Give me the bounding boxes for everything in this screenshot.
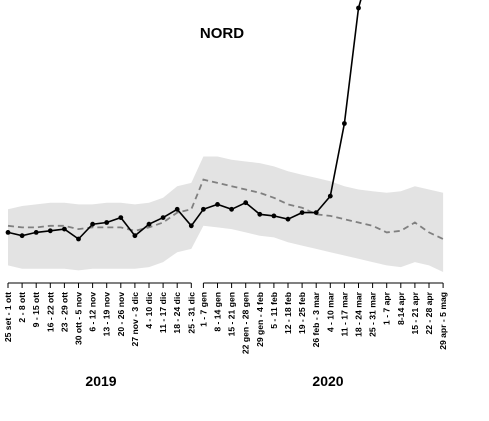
observed-point	[174, 206, 180, 212]
x-tick-label: 30 ott - 5 nov	[74, 292, 84, 345]
x-tick-label: 25 - 31 dic	[186, 292, 196, 334]
observed-point	[188, 223, 194, 229]
x-tick-label: 13 - 19 nov	[102, 292, 112, 337]
observed-point	[201, 206, 206, 212]
observed-point	[243, 200, 249, 206]
x-tick-label: 22 gen - 28 gen	[241, 292, 251, 354]
x-tick-label: 12 - 18 feb	[283, 292, 293, 334]
observed-point	[5, 230, 11, 235]
x-tick-label: 4 - 10 mar	[325, 291, 335, 332]
observed-point	[160, 215, 166, 221]
observed-point	[19, 233, 25, 239]
confidence-band	[8, 156, 444, 272]
observed-point	[146, 221, 152, 227]
x-tick-label: 1 - 7 gen	[198, 292, 208, 327]
x-tick-label: 27 nov - 3 dic	[130, 292, 140, 347]
x-tick-label: 1 - 7 apr	[382, 291, 392, 325]
observed-point	[104, 220, 110, 225]
observed-point	[342, 121, 347, 126]
x-tick-label: 19 - 25 feb	[297, 292, 307, 334]
observed-line	[7, 0, 362, 241]
x-tick-label: 29 gen - 4 feb	[255, 292, 265, 347]
x-tick-label: 5 - 11 feb	[269, 292, 279, 329]
observed-point	[118, 215, 124, 221]
year-label-2020: 2020	[312, 373, 343, 389]
x-tick-label: 8 - 14 gen	[213, 292, 223, 332]
expected-line	[7, 178, 444, 240]
x-tick-label: 25 set - 1 ott	[3, 292, 13, 342]
x-tick-label: 29 apr - 5 mag	[438, 292, 448, 350]
x-tick-label: 4 - 10 dic	[144, 292, 154, 329]
x-tick-label: 26 feb - 3 mar	[311, 291, 321, 347]
observed-point	[47, 228, 53, 234]
chart-title: NORD	[200, 25, 244, 42]
x-tick-label: 6 - 12 nov	[88, 292, 98, 332]
x-tick-label: 11 - 17 mar	[339, 291, 349, 336]
plot-area	[5, 0, 444, 272]
x-tick-label: 15 - 21 apr	[410, 291, 420, 334]
observed-point	[285, 216, 291, 222]
observed-point	[76, 236, 81, 242]
x-tick-label: 23 - 29 ott	[59, 292, 69, 332]
x-tick-label: 8-14 apr	[396, 291, 406, 325]
observed-point	[271, 213, 277, 219]
x-tick-label: 2 - 8 ott	[17, 292, 27, 323]
x-tick-label: 25 - 31 mar	[368, 291, 378, 337]
observed-point	[215, 202, 220, 207]
x-tick-label: 11 - 17 dic	[158, 292, 168, 333]
year-label-2019: 2019	[85, 373, 116, 389]
x-tick-label: 18 - 24 mar	[354, 291, 364, 337]
observed-point	[33, 230, 39, 235]
observed-point	[132, 233, 138, 239]
observed-point	[229, 206, 235, 212]
observed-point	[62, 226, 67, 232]
observed-point	[356, 5, 361, 11]
x-tick-label: 20 - 26 nov	[116, 292, 126, 337]
observed-point	[257, 211, 263, 217]
x-tick-label: 16 - 22 ott	[45, 292, 55, 332]
x-axis: 25 set - 1 ott 2 - 8 ott 9 - 15 ott 16 - 22…	[3, 282, 448, 354]
x-tick-label: 9 - 15 ott	[31, 292, 41, 327]
x-tick-label: 18 - 24 dic	[172, 292, 182, 334]
observed-point	[313, 210, 319, 216]
observed-point	[90, 221, 95, 227]
observed-point	[299, 210, 305, 216]
x-tick-label: 15 - 21 gen	[227, 292, 237, 336]
x-tick-label: 22 - 28 apr	[424, 291, 434, 334]
observed-point	[327, 193, 333, 199]
